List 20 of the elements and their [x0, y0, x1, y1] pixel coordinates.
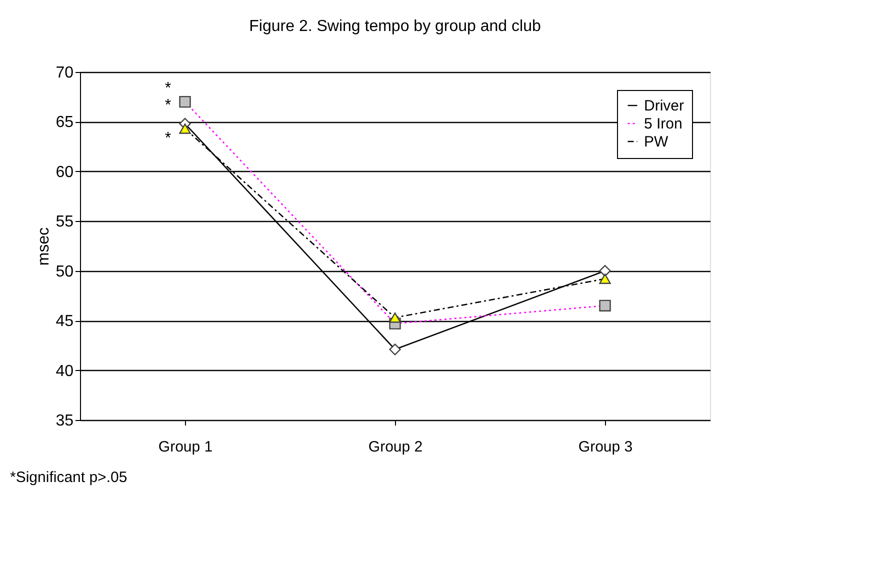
text: *Significant p>.05 — [10, 469, 128, 486]
y-tick-label: 70 — [56, 64, 74, 82]
annotation: * — [164, 80, 172, 97]
y-tick-label: 55 — [56, 214, 74, 231]
annotation: * — [164, 97, 172, 114]
x-tick-label: Group 2 — [368, 438, 423, 456]
legend-label: 5 Iron — [644, 116, 682, 132]
legend-label: Driver — [644, 98, 684, 114]
y-axis-title: msec — [36, 227, 53, 266]
y-tick-label: 40 — [56, 362, 74, 380]
y-tick-label: 65 — [56, 114, 74, 132]
chart-title: Figure 2. Swing tempo by group and club — [249, 18, 541, 35]
x-tick-label: Group 3 — [578, 438, 633, 456]
y-tick-label: 50 — [56, 263, 74, 280]
y-tick-label: 60 — [56, 164, 74, 181]
y-tick-label: 45 — [56, 313, 74, 330]
y-tick-label: 35 — [56, 412, 74, 430]
annotation: * — [164, 130, 172, 147]
x-tick-label: Group 1 — [158, 438, 213, 456]
legend-label: PW — [644, 134, 670, 150]
